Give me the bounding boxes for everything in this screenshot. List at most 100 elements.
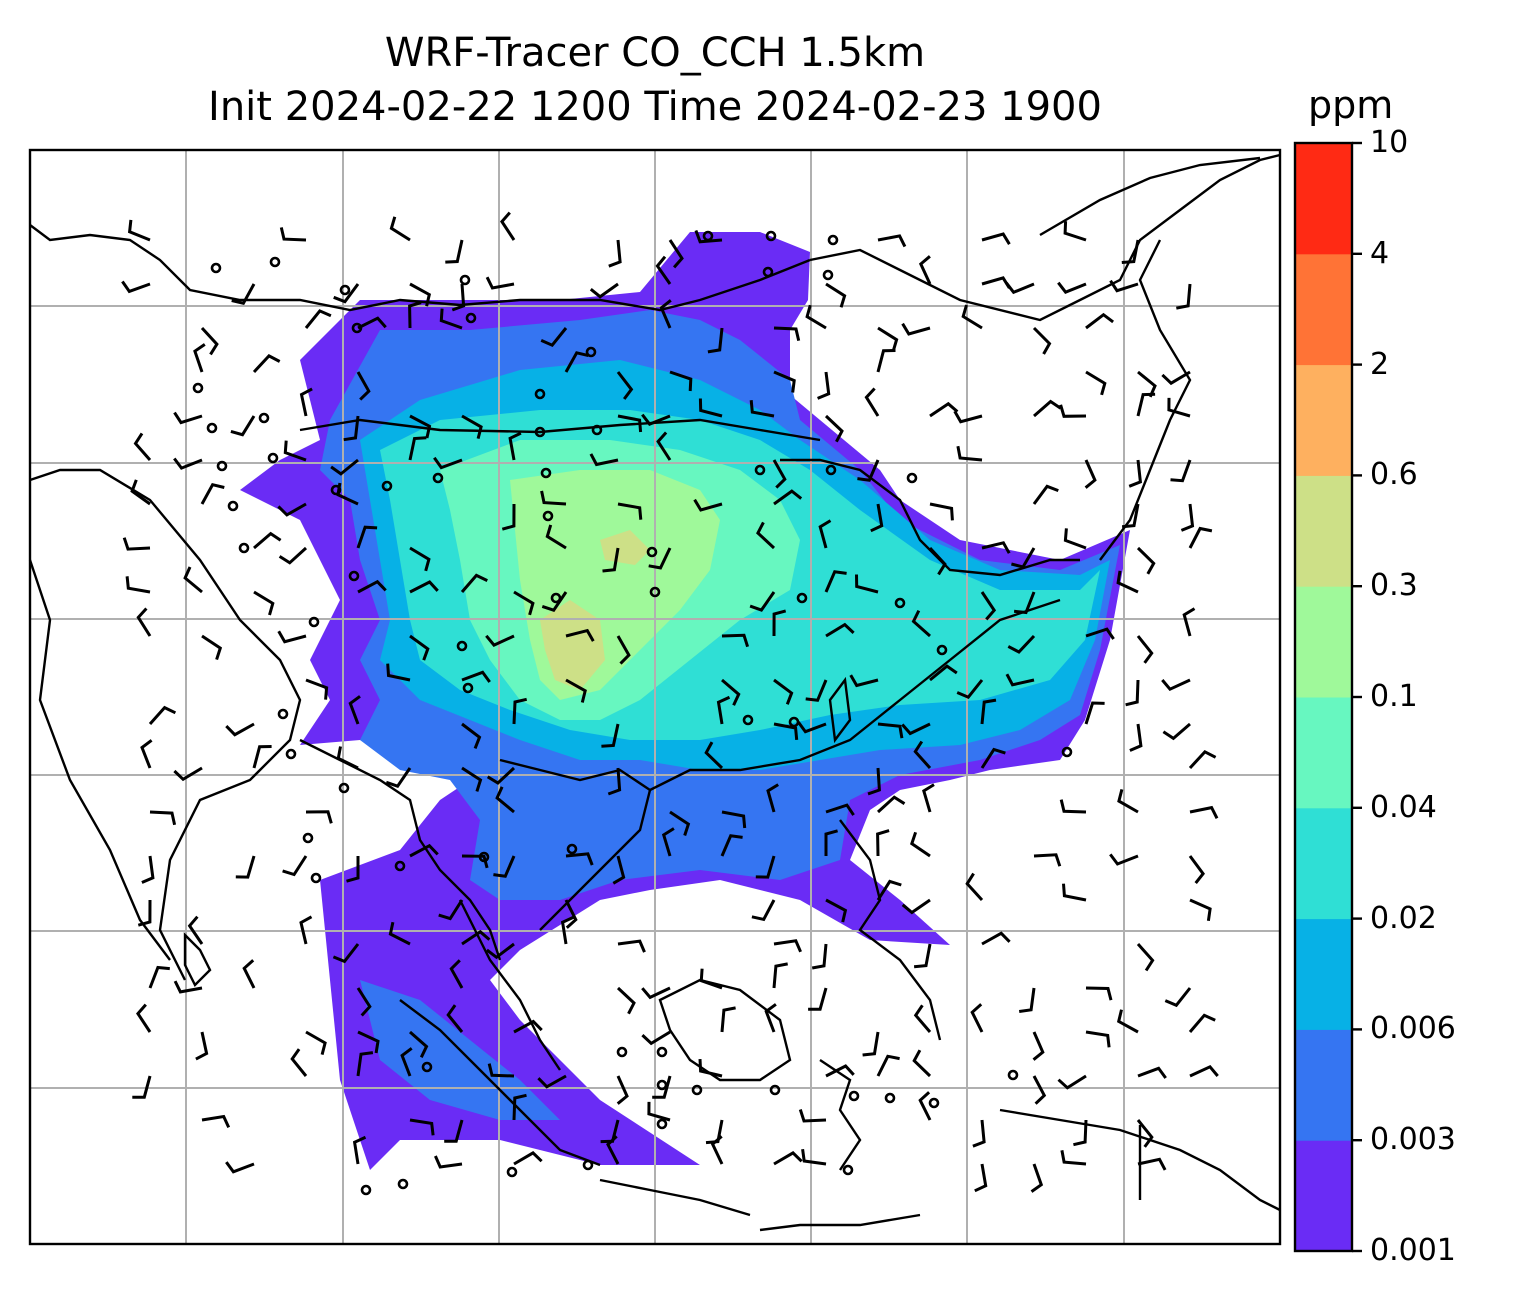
wind-barb: [230, 415, 256, 437]
wind-barb: [798, 1109, 827, 1123]
wind-barb: [1005, 673, 1035, 687]
wind-barb: [305, 810, 333, 824]
calm-circle: [432, 472, 444, 484]
wind-barb: [773, 678, 794, 705]
wind-barb: [187, 915, 204, 945]
calm-circle: [258, 412, 270, 424]
wind-barb: [385, 767, 412, 788]
wind-barb: [136, 607, 152, 637]
wind-barb: [136, 1003, 152, 1033]
colorbar-tick-label: 2: [1370, 346, 1390, 382]
calm-circle: [351, 322, 363, 334]
calm-circle: [822, 269, 834, 281]
wind-barb: [913, 1004, 932, 1033]
calm-circle: [754, 464, 766, 476]
wind-barb: [707, 327, 724, 354]
wind-barb: [617, 502, 643, 520]
wind-barb: [200, 482, 225, 505]
wind-barb: [444, 1119, 464, 1143]
wind-barb: [565, 678, 587, 703]
wind-barb: [1011, 547, 1036, 569]
coastline-china-south: [649, 598, 1061, 792]
tracer-band-0.3: [540, 600, 605, 690]
wind-barb: [201, 1114, 231, 1129]
wind-barb: [1085, 627, 1115, 640]
wind-barb: [195, 1031, 209, 1061]
wind-barb: [1136, 392, 1156, 417]
wind-barb: [956, 679, 984, 700]
wind-barb: [449, 959, 464, 989]
calm-circle: [310, 872, 322, 884]
wind-barb: [617, 414, 643, 433]
wind-barb: [972, 1119, 986, 1148]
calm-circle: [360, 1184, 372, 1196]
wind-barb: [200, 326, 219, 356]
colorbar-tick-label: 0.3: [1370, 568, 1418, 604]
wind-barb: [127, 219, 151, 242]
lat-lon-gridlines: [30, 150, 1280, 1244]
wind-barb: [461, 766, 483, 792]
wind-barb: [565, 628, 595, 642]
colorbar-segment: [1295, 364, 1352, 476]
wind-barb: [278, 546, 308, 565]
wind-barb: [231, 283, 256, 306]
wind-barb: [253, 531, 282, 550]
wind-barb: [356, 525, 378, 549]
wind-barb: [749, 591, 776, 612]
wind-barb: [290, 1048, 308, 1077]
wind-barb: [277, 502, 307, 517]
wind-barb: [720, 1006, 736, 1033]
wind-barbs: [121, 211, 1219, 1193]
calm-circle: [765, 230, 777, 242]
wind-barb: [1121, 503, 1140, 529]
wind-barb: [1161, 678, 1191, 692]
wind-barb: [659, 299, 672, 329]
colorbar-tick-label: 0.003: [1370, 1122, 1456, 1158]
wind-barb: [698, 1059, 723, 1078]
calm-circle: [848, 1090, 860, 1102]
wind-barb: [304, 309, 332, 329]
calm-circle: [691, 1084, 703, 1096]
wind-barb: [1121, 239, 1140, 264]
wind-barb: [824, 570, 847, 593]
wind-barb: [537, 1074, 567, 1089]
wind-barb: [811, 943, 828, 970]
wind-barb: [849, 674, 879, 688]
calm-circle: [267, 452, 279, 464]
calm-circle: [585, 346, 597, 358]
wind-barb: [564, 351, 589, 373]
wind-barb: [876, 829, 890, 857]
wind-barb: [805, 304, 827, 330]
calm-circle: [394, 860, 406, 872]
wind-barb: [699, 968, 723, 990]
wind-barb: [1057, 1074, 1087, 1090]
wind-barb: [929, 664, 958, 682]
calm-circle: [649, 586, 661, 598]
colorbar-tick-label: 0.02: [1370, 900, 1437, 936]
wind-barb: [922, 783, 935, 813]
coastline-taiwan: [828, 676, 852, 744]
wind-barb: [1059, 404, 1087, 418]
wind-barb: [409, 843, 439, 858]
wind-barb: [721, 678, 741, 706]
wind-barb: [981, 276, 1011, 289]
wind-barb: [980, 591, 997, 621]
wind-barb: [1007, 634, 1036, 654]
wind-barb: [173, 411, 203, 425]
wind-barb: [817, 371, 831, 400]
coastline-borneo: [658, 978, 792, 1082]
wind-barb: [1085, 312, 1114, 330]
wind-barb: [409, 1118, 435, 1136]
wind-barb: [773, 1151, 803, 1166]
wind-barb: [356, 1051, 374, 1077]
wind-barb: [749, 400, 775, 418]
wind-barb: [173, 980, 203, 994]
wind-barb: [910, 831, 931, 858]
wind-barb: [1033, 853, 1062, 867]
wind-barb: [1013, 591, 1036, 615]
calm-circle: [210, 262, 222, 274]
wind-barb: [616, 986, 636, 1015]
wind-barb: [647, 1101, 671, 1122]
wind-barb: [540, 490, 567, 506]
wind-barb: [876, 1054, 900, 1077]
